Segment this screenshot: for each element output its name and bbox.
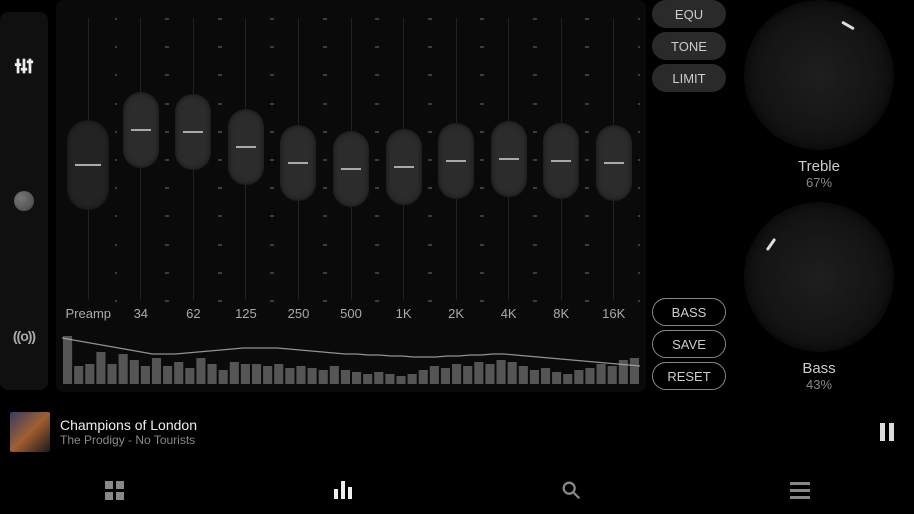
knob-value: 67% xyxy=(806,175,832,190)
eq-band-slider[interactable] xyxy=(482,18,535,300)
eq-band-slider[interactable] xyxy=(115,18,168,300)
band-label: 4K xyxy=(482,306,535,321)
band-label: Preamp xyxy=(62,306,115,321)
band-label: 125 xyxy=(220,306,273,321)
band-label: 8K xyxy=(535,306,588,321)
search-tab[interactable] xyxy=(457,466,686,514)
library-tab[interactable] xyxy=(0,466,229,514)
band-label: 1K xyxy=(377,306,430,321)
pause-button[interactable] xyxy=(880,423,898,441)
search-icon xyxy=(560,479,582,501)
menu-tab[interactable] xyxy=(686,466,914,514)
equ-button[interactable]: EQU xyxy=(652,0,726,28)
band-label: 34 xyxy=(115,306,168,321)
reset-button[interactable]: RESET xyxy=(652,362,726,390)
eq-band-slider[interactable] xyxy=(377,18,430,300)
band-label: 16K xyxy=(587,306,640,321)
eq-band-slider[interactable] xyxy=(535,18,588,300)
grid-icon xyxy=(105,481,124,500)
band-label: 500 xyxy=(325,306,378,321)
album-art[interactable] xyxy=(10,412,50,452)
eq-band-slider[interactable] xyxy=(430,18,483,300)
knob-label: Bass xyxy=(802,360,835,377)
knob-label: Treble xyxy=(798,158,840,175)
knob-value: 43% xyxy=(806,377,832,392)
bottom-nav xyxy=(0,466,914,514)
spectrum-analyzer xyxy=(62,330,640,384)
track-artist: The Prodigy - No Tourists xyxy=(60,433,880,447)
knob-tool[interactable] xyxy=(10,187,38,215)
left-toolbar: ((o)) xyxy=(0,12,48,390)
band-label: 2K xyxy=(430,306,483,321)
eq-band-slider[interactable] xyxy=(220,18,273,300)
sliders-tool[interactable] xyxy=(10,52,38,80)
limit-button[interactable]: LIMIT xyxy=(652,64,726,92)
eq-band-slider[interactable] xyxy=(272,18,325,300)
eq-band-slider[interactable] xyxy=(167,18,220,300)
eq-band-slider[interactable] xyxy=(587,18,640,300)
now-playing-bar[interactable]: Champions of London The Prodigy - No Tou… xyxy=(10,410,904,454)
track-meta[interactable]: Champions of London The Prodigy - No Tou… xyxy=(60,417,880,447)
treble-knob[interactable] xyxy=(744,0,894,150)
band-label: 250 xyxy=(272,306,325,321)
tone-knobs: Treble67% Bass43% xyxy=(734,0,904,392)
track-title: Champions of London xyxy=(60,417,880,433)
bass-button[interactable]: BASS xyxy=(652,298,726,326)
equalizer-panel: Preamp34621252505001K2K4K8K16K xyxy=(56,0,646,392)
bass-knob[interactable] xyxy=(744,202,894,352)
preamp-slider[interactable] xyxy=(62,18,115,300)
fx-tool[interactable]: ((o)) xyxy=(10,322,38,350)
eq-band-slider[interactable] xyxy=(325,18,378,300)
equalizer-icon xyxy=(334,481,352,499)
equalizer-tab[interactable] xyxy=(229,466,458,514)
save-button[interactable]: SAVE xyxy=(652,330,726,358)
tone-button[interactable]: TONE xyxy=(652,32,726,60)
menu-icon xyxy=(790,482,810,499)
band-label: 62 xyxy=(167,306,220,321)
